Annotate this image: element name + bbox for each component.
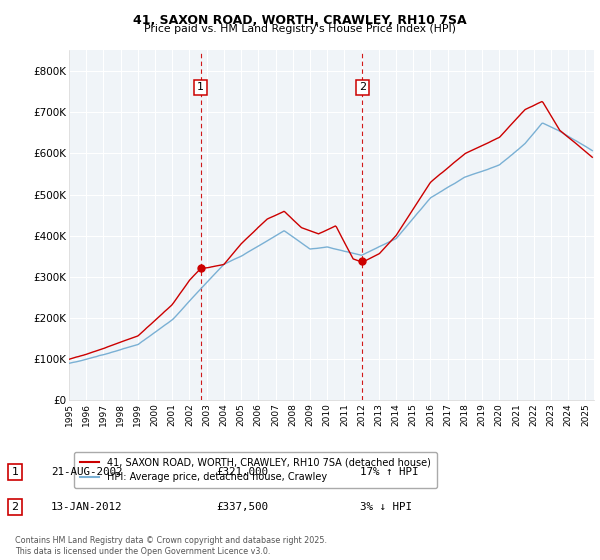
Text: 41, SAXON ROAD, WORTH, CRAWLEY, RH10 7SA: 41, SAXON ROAD, WORTH, CRAWLEY, RH10 7SA [133,14,467,27]
Text: 3% ↓ HPI: 3% ↓ HPI [360,502,412,512]
Text: 13-JAN-2012: 13-JAN-2012 [51,502,122,512]
Text: 1: 1 [11,467,19,477]
Text: £337,500: £337,500 [216,502,268,512]
Text: 2: 2 [11,502,19,512]
Text: 17% ↑ HPI: 17% ↑ HPI [360,467,419,477]
Text: Contains HM Land Registry data © Crown copyright and database right 2025.
This d: Contains HM Land Registry data © Crown c… [15,536,327,556]
Legend: 41, SAXON ROAD, WORTH, CRAWLEY, RH10 7SA (detached house), HPI: Average price, d: 41, SAXON ROAD, WORTH, CRAWLEY, RH10 7SA… [74,452,437,488]
Text: 21-AUG-2002: 21-AUG-2002 [51,467,122,477]
Text: Price paid vs. HM Land Registry's House Price Index (HPI): Price paid vs. HM Land Registry's House … [144,24,456,34]
Text: £321,000: £321,000 [216,467,268,477]
Text: 1: 1 [197,82,204,92]
Text: 2: 2 [359,82,366,92]
